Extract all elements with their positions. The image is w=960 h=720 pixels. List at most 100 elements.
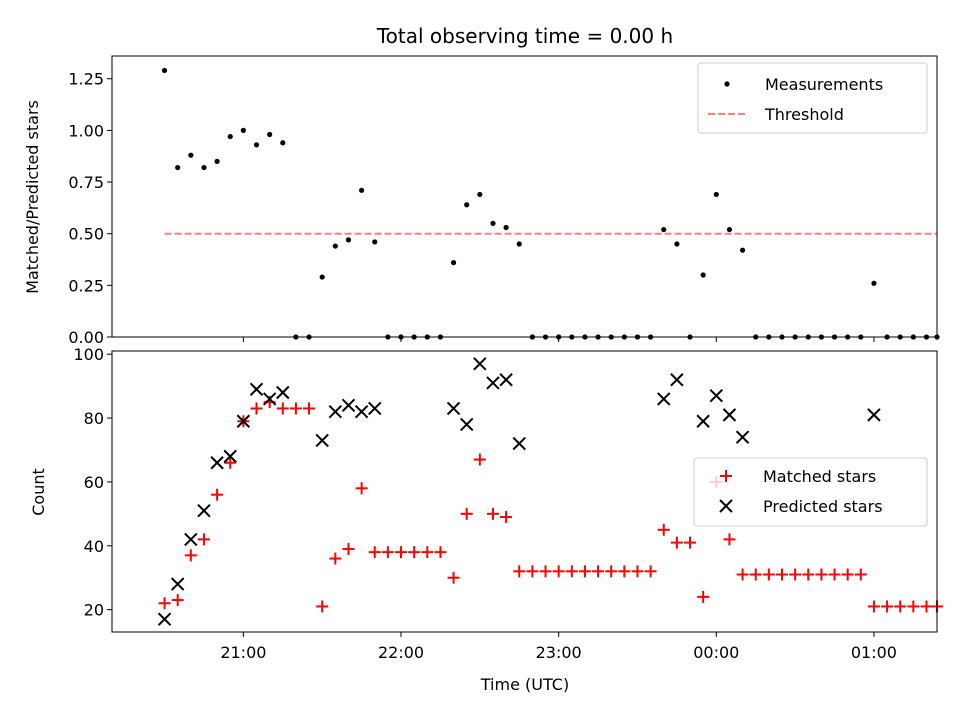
matched-star-point xyxy=(368,546,381,559)
measurement-point xyxy=(280,140,286,146)
measurement-point xyxy=(175,164,181,171)
predicted-star-point xyxy=(223,449,237,464)
matched-star-point xyxy=(316,600,329,613)
matched-star-point xyxy=(605,565,618,578)
matched-star-point xyxy=(197,533,210,546)
bottom-legend: Matched stars Predicted stars xyxy=(693,457,928,527)
measurement-point xyxy=(503,224,509,231)
top-y-tick-label: 0.25 xyxy=(68,276,104,295)
legend-predicted-label: Predicted stars xyxy=(763,497,883,516)
measurement-point xyxy=(214,158,220,164)
matched-star-point xyxy=(841,568,854,581)
predicted-star-point xyxy=(276,385,290,400)
matched-star-point xyxy=(920,600,933,613)
predicted-star-point xyxy=(867,408,881,422)
matched-star-point xyxy=(723,533,736,546)
matched-star-point xyxy=(355,482,368,495)
legend-predicted-marker xyxy=(719,499,733,513)
top-y-tick-label: 1.00 xyxy=(68,121,104,140)
matched-star-point xyxy=(500,511,513,524)
bottom-y-tick-label: 100 xyxy=(73,345,104,364)
predicted-star-point xyxy=(499,373,513,387)
matched-star-point xyxy=(329,552,342,565)
chart-title: Total observing time = 0.00 h xyxy=(376,24,673,48)
predicted-star-point xyxy=(210,456,224,470)
predicted-star-point xyxy=(197,503,211,518)
top-y-tick-label: 1.25 xyxy=(68,70,104,89)
predicted-star-point xyxy=(722,408,737,422)
matched-star-point xyxy=(552,565,565,578)
matched-star-point xyxy=(684,536,697,549)
matched-star-point xyxy=(486,507,499,520)
top-panel: 0.00 0.25 0.50 0.75 1.00 1.25 Matched/Predict… xyxy=(23,55,940,347)
matched-star-point xyxy=(526,565,539,578)
measurement-point xyxy=(319,274,325,280)
measurement-point xyxy=(372,239,378,245)
predicted-star-point xyxy=(512,436,526,451)
matched-star-point xyxy=(618,565,631,578)
measurement-point xyxy=(161,67,168,74)
matched-star-point xyxy=(815,568,828,581)
bottom-y-tick-label: 60 xyxy=(84,473,104,492)
measurement-point xyxy=(201,164,207,171)
matched-star-point xyxy=(158,597,171,610)
bottom-x-tick-label: 22:00 xyxy=(378,643,424,662)
x-axis-label: Time (UTC) xyxy=(480,675,569,694)
matched-star-point xyxy=(907,600,920,613)
bottom-x-tick-label: 00:00 xyxy=(693,643,739,662)
matched-star-point xyxy=(565,565,578,578)
matched-star-point xyxy=(460,507,473,520)
measurement-point xyxy=(188,152,194,158)
predicted-star-point xyxy=(657,392,671,406)
matched-star-point xyxy=(697,590,710,603)
predicted-star-point xyxy=(249,382,264,397)
measurement-point xyxy=(700,272,706,278)
bottom-legend-box xyxy=(693,457,928,527)
measurement-point xyxy=(240,127,246,133)
matched-star-point xyxy=(762,568,775,581)
matched-star-point xyxy=(749,568,762,581)
bottom-y-ticks: 20 40 60 80 100 xyxy=(73,345,112,620)
top-y-ticks: 0.00 0.25 0.50 0.75 1.00 1.25 xyxy=(68,70,112,347)
matched-star-point xyxy=(644,565,657,578)
matched-star-point xyxy=(789,568,802,581)
matched-star-point xyxy=(421,546,434,559)
measurement-point xyxy=(490,220,496,226)
measurement-point xyxy=(674,241,680,247)
legend-matched-label: Matched stars xyxy=(763,467,876,486)
matched-star-point xyxy=(434,546,447,559)
matched-star-point xyxy=(775,568,788,581)
measurement-point xyxy=(713,191,719,198)
measurement-point xyxy=(477,191,483,198)
predicted-star-point xyxy=(473,357,487,371)
legend-measurements-label: Measurements xyxy=(765,75,883,94)
predicted-star-point xyxy=(735,430,750,444)
predicted-star-point xyxy=(341,398,356,412)
matched-star-point xyxy=(408,546,421,559)
matched-star-point xyxy=(395,546,408,559)
matched-star-point xyxy=(447,571,460,584)
matched-star-point xyxy=(828,568,841,581)
legend-matched-marker xyxy=(720,470,732,482)
legend-threshold-label: Threshold xyxy=(764,105,844,124)
measurement-point xyxy=(739,247,746,253)
predicted-star-point xyxy=(315,433,329,448)
bottom-y-tick-label: 40 xyxy=(84,537,104,556)
matched-star-point xyxy=(657,523,670,536)
matched-star-point xyxy=(171,594,184,607)
matched-stars-points xyxy=(158,396,943,613)
top-y-tick-label: 0.00 xyxy=(68,328,104,347)
top-axes-frame xyxy=(111,55,938,338)
matched-star-point xyxy=(670,536,683,549)
predicted-star-point xyxy=(328,404,343,419)
measurement-point xyxy=(450,260,457,266)
matched-star-point xyxy=(631,565,644,578)
matched-star-point xyxy=(342,542,355,555)
matched-star-point xyxy=(184,549,197,562)
bottom-y-tick-label: 80 xyxy=(84,409,104,428)
measurement-point xyxy=(661,226,667,233)
bottom-axes-frame xyxy=(111,350,938,633)
measurement-point xyxy=(516,241,522,247)
predicted-star-point xyxy=(709,388,724,403)
matched-star-point xyxy=(867,600,880,613)
